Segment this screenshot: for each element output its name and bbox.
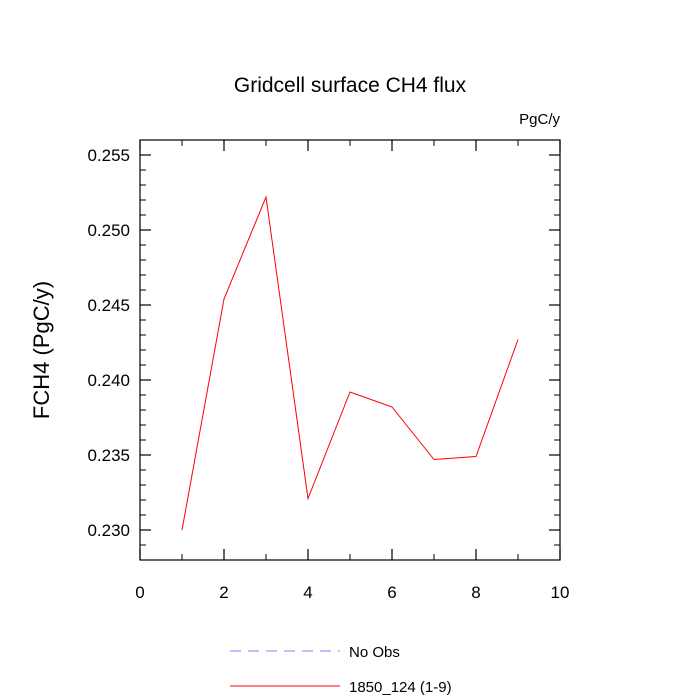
units-label: PgC/y xyxy=(519,111,560,128)
plot-frame xyxy=(139,139,561,561)
y-tick-label: 0.245 xyxy=(87,296,130,315)
y-minor-ticks xyxy=(140,139,560,561)
series-layer xyxy=(181,195,519,531)
x-tick-label: 2 xyxy=(219,583,228,602)
legend: No Obs 1850_124 (1-9) xyxy=(230,644,452,696)
x-tick-label: 10 xyxy=(551,583,570,602)
legend-label-no-obs: No Obs xyxy=(349,644,400,661)
y-tick-label: 0.255 xyxy=(87,146,130,165)
legend-label-series: 1850_124 (1-9) xyxy=(349,679,452,696)
y-ticks: 0.230 0.235 0.240 0.245 0.250 0.255 xyxy=(87,146,560,540)
series-line xyxy=(181,195,519,531)
y-tick-label: 0.240 xyxy=(87,371,130,390)
x-tick-label: 8 xyxy=(471,583,480,602)
x-tick-label: 0 xyxy=(135,583,144,602)
y-tick-label: 0.230 xyxy=(87,521,130,540)
x-tick-label: 6 xyxy=(387,583,396,602)
x-tick-label: 4 xyxy=(303,583,312,602)
chart-title: Gridcell surface CH4 flux xyxy=(234,74,467,97)
x-minor-ticks xyxy=(139,140,561,560)
x-ticks: 0 2 4 6 8 10 xyxy=(135,140,569,602)
y-tick-label: 0.250 xyxy=(87,221,130,240)
y-axis-label: FCH4 (PgC/y) xyxy=(29,281,54,419)
y-tick-label: 0.235 xyxy=(87,446,130,465)
